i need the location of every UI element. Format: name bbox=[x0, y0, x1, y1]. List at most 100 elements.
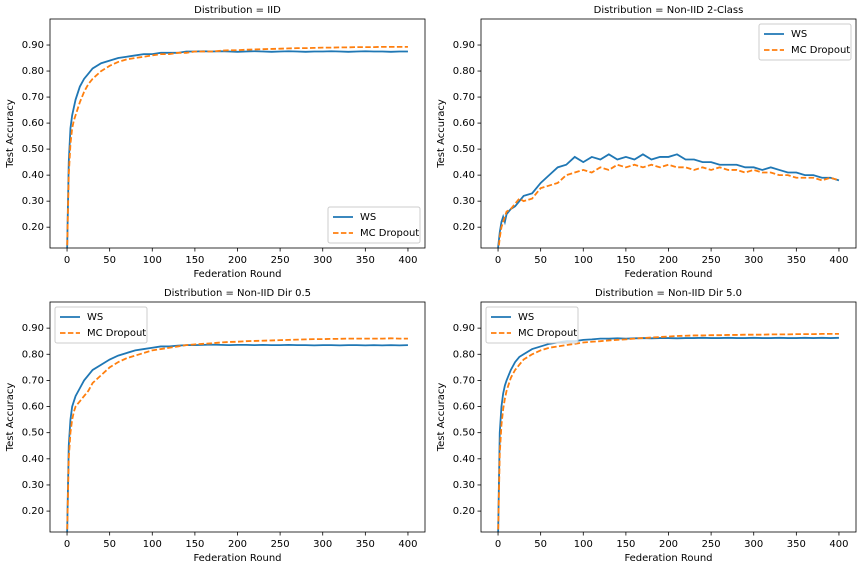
x-tick-label: 0 bbox=[64, 255, 70, 266]
y-tick-label: 0.70 bbox=[22, 375, 44, 386]
y-tick-label: 0.50 bbox=[453, 144, 475, 155]
x-tick-label: 100 bbox=[143, 255, 162, 266]
y-tick-label: 0.70 bbox=[22, 92, 44, 103]
y-tick-label: 0.80 bbox=[453, 66, 475, 77]
y-tick-label: 0.30 bbox=[22, 196, 44, 207]
legend-label: WS bbox=[791, 29, 807, 40]
y-tick-label: 0.50 bbox=[453, 428, 475, 439]
x-tick-label: 0 bbox=[64, 539, 70, 550]
series-line bbox=[497, 332, 839, 532]
y-tick-label: 0.90 bbox=[22, 40, 44, 51]
y-tick-label: 0.30 bbox=[453, 196, 475, 207]
subplot-title: Distribution = Non-IID 2-Class bbox=[594, 5, 744, 16]
legend-label: MC Dropout bbox=[87, 328, 146, 339]
y-tick-label: 0.40 bbox=[453, 170, 475, 181]
y-tick-label: 0.30 bbox=[453, 480, 475, 491]
x-tick-label: 0 bbox=[495, 255, 501, 266]
y-tick-label: 0.70 bbox=[453, 375, 475, 386]
series-line bbox=[497, 336, 839, 532]
x-tick-label: 350 bbox=[356, 539, 375, 550]
y-tick-label: 0.30 bbox=[22, 480, 44, 491]
y-axis-label: Test Accuracy bbox=[436, 99, 447, 169]
x-tick-label: 300 bbox=[313, 539, 332, 550]
legend-label: MC Dropout bbox=[791, 45, 850, 56]
y-tick-label: 0.60 bbox=[22, 118, 44, 129]
x-tick-label: 100 bbox=[143, 539, 162, 550]
legend: WS MC Dropout bbox=[54, 306, 148, 344]
y-tick-label: 0.20 bbox=[453, 222, 475, 233]
legend-label: WS bbox=[360, 212, 376, 223]
axes-frame bbox=[49, 18, 426, 249]
legend-label: MC Dropout bbox=[360, 228, 419, 239]
y-tick-label: 0.60 bbox=[22, 402, 44, 413]
y-tick-label: 0.40 bbox=[453, 454, 475, 465]
x-tick-label: 50 bbox=[534, 539, 547, 550]
x-tick-label: 200 bbox=[228, 539, 247, 550]
x-tick-label: 100 bbox=[574, 539, 593, 550]
x-tick-label: 50 bbox=[534, 255, 547, 266]
x-axis-label: Federation Round bbox=[624, 553, 712, 564]
legend-box bbox=[758, 23, 852, 61]
y-axis-label: Test Accuracy bbox=[5, 99, 16, 169]
legend-label: MC Dropout bbox=[518, 328, 577, 339]
subplot-title: Distribution = Non-IID Dir 5.0 bbox=[595, 288, 742, 299]
x-axis-label: Federation Round bbox=[624, 269, 712, 280]
x-tick-label: 400 bbox=[829, 539, 848, 550]
y-axis-label: Test Accuracy bbox=[5, 383, 16, 453]
x-tick-label: 100 bbox=[574, 255, 593, 266]
x-tick-label: 150 bbox=[185, 539, 204, 550]
x-tick-label: 150 bbox=[616, 255, 635, 266]
subplot: Distribution = Non-IID Dir 0.5 Federation… bbox=[5, 288, 426, 564]
legend-box bbox=[485, 306, 579, 344]
series-line bbox=[66, 343, 408, 532]
x-axis-label: Federation Round bbox=[193, 269, 281, 280]
y-tick-label: 0.90 bbox=[22, 323, 44, 334]
x-tick-label: 350 bbox=[787, 539, 806, 550]
legend-label: WS bbox=[87, 312, 103, 323]
y-tick-label: 0.20 bbox=[22, 506, 44, 517]
y-tick-label: 0.70 bbox=[453, 92, 475, 103]
x-tick-label: 350 bbox=[787, 255, 806, 266]
x-tick-label: 300 bbox=[313, 255, 332, 266]
legend-label: WS bbox=[518, 312, 534, 323]
x-tick-label: 250 bbox=[271, 255, 290, 266]
y-tick-label: 0.40 bbox=[22, 454, 44, 465]
axes-frame bbox=[480, 301, 857, 533]
y-tick-label: 0.90 bbox=[453, 40, 475, 51]
legend: WS MC Dropout bbox=[758, 23, 852, 61]
y-tick-label: 0.40 bbox=[22, 170, 44, 181]
y-tick-label: 0.80 bbox=[453, 349, 475, 360]
subplot-title: Distribution = IID bbox=[194, 5, 281, 16]
series-line bbox=[497, 163, 840, 248]
x-tick-label: 250 bbox=[702, 539, 721, 550]
x-tick-label: 400 bbox=[398, 255, 417, 266]
x-tick-label: 300 bbox=[744, 255, 763, 266]
series-line bbox=[497, 153, 840, 248]
series-line bbox=[66, 337, 408, 532]
y-tick-label: 0.20 bbox=[453, 506, 475, 517]
y-tick-label: 0.80 bbox=[22, 349, 44, 360]
x-tick-label: 250 bbox=[702, 255, 721, 266]
legend: WS MC Dropout bbox=[327, 206, 421, 244]
axes-frame bbox=[480, 18, 857, 249]
legend-box bbox=[327, 206, 421, 244]
x-tick-label: 300 bbox=[744, 539, 763, 550]
y-axis-label: Test Accuracy bbox=[436, 383, 447, 453]
x-tick-label: 200 bbox=[228, 255, 247, 266]
y-tick-label: 0.60 bbox=[453, 118, 475, 129]
x-tick-label: 400 bbox=[829, 255, 848, 266]
y-tick-label: 0.60 bbox=[453, 402, 475, 413]
y-tick-label: 0.50 bbox=[22, 428, 44, 439]
x-tick-label: 0 bbox=[495, 539, 501, 550]
series-line bbox=[66, 45, 408, 248]
subplot: Distribution = Non-IID Dir 5.0 Federation… bbox=[436, 288, 857, 564]
subplot: Distribution = IID Federation Round Test A… bbox=[5, 5, 426, 280]
axes-frame bbox=[49, 301, 426, 533]
x-tick-label: 200 bbox=[659, 255, 678, 266]
x-tick-label: 400 bbox=[398, 539, 417, 550]
subplot: Distribution = Non-IID 2-Class Federation… bbox=[436, 5, 857, 280]
y-tick-label: 0.80 bbox=[22, 66, 44, 77]
legend-box bbox=[54, 306, 148, 344]
